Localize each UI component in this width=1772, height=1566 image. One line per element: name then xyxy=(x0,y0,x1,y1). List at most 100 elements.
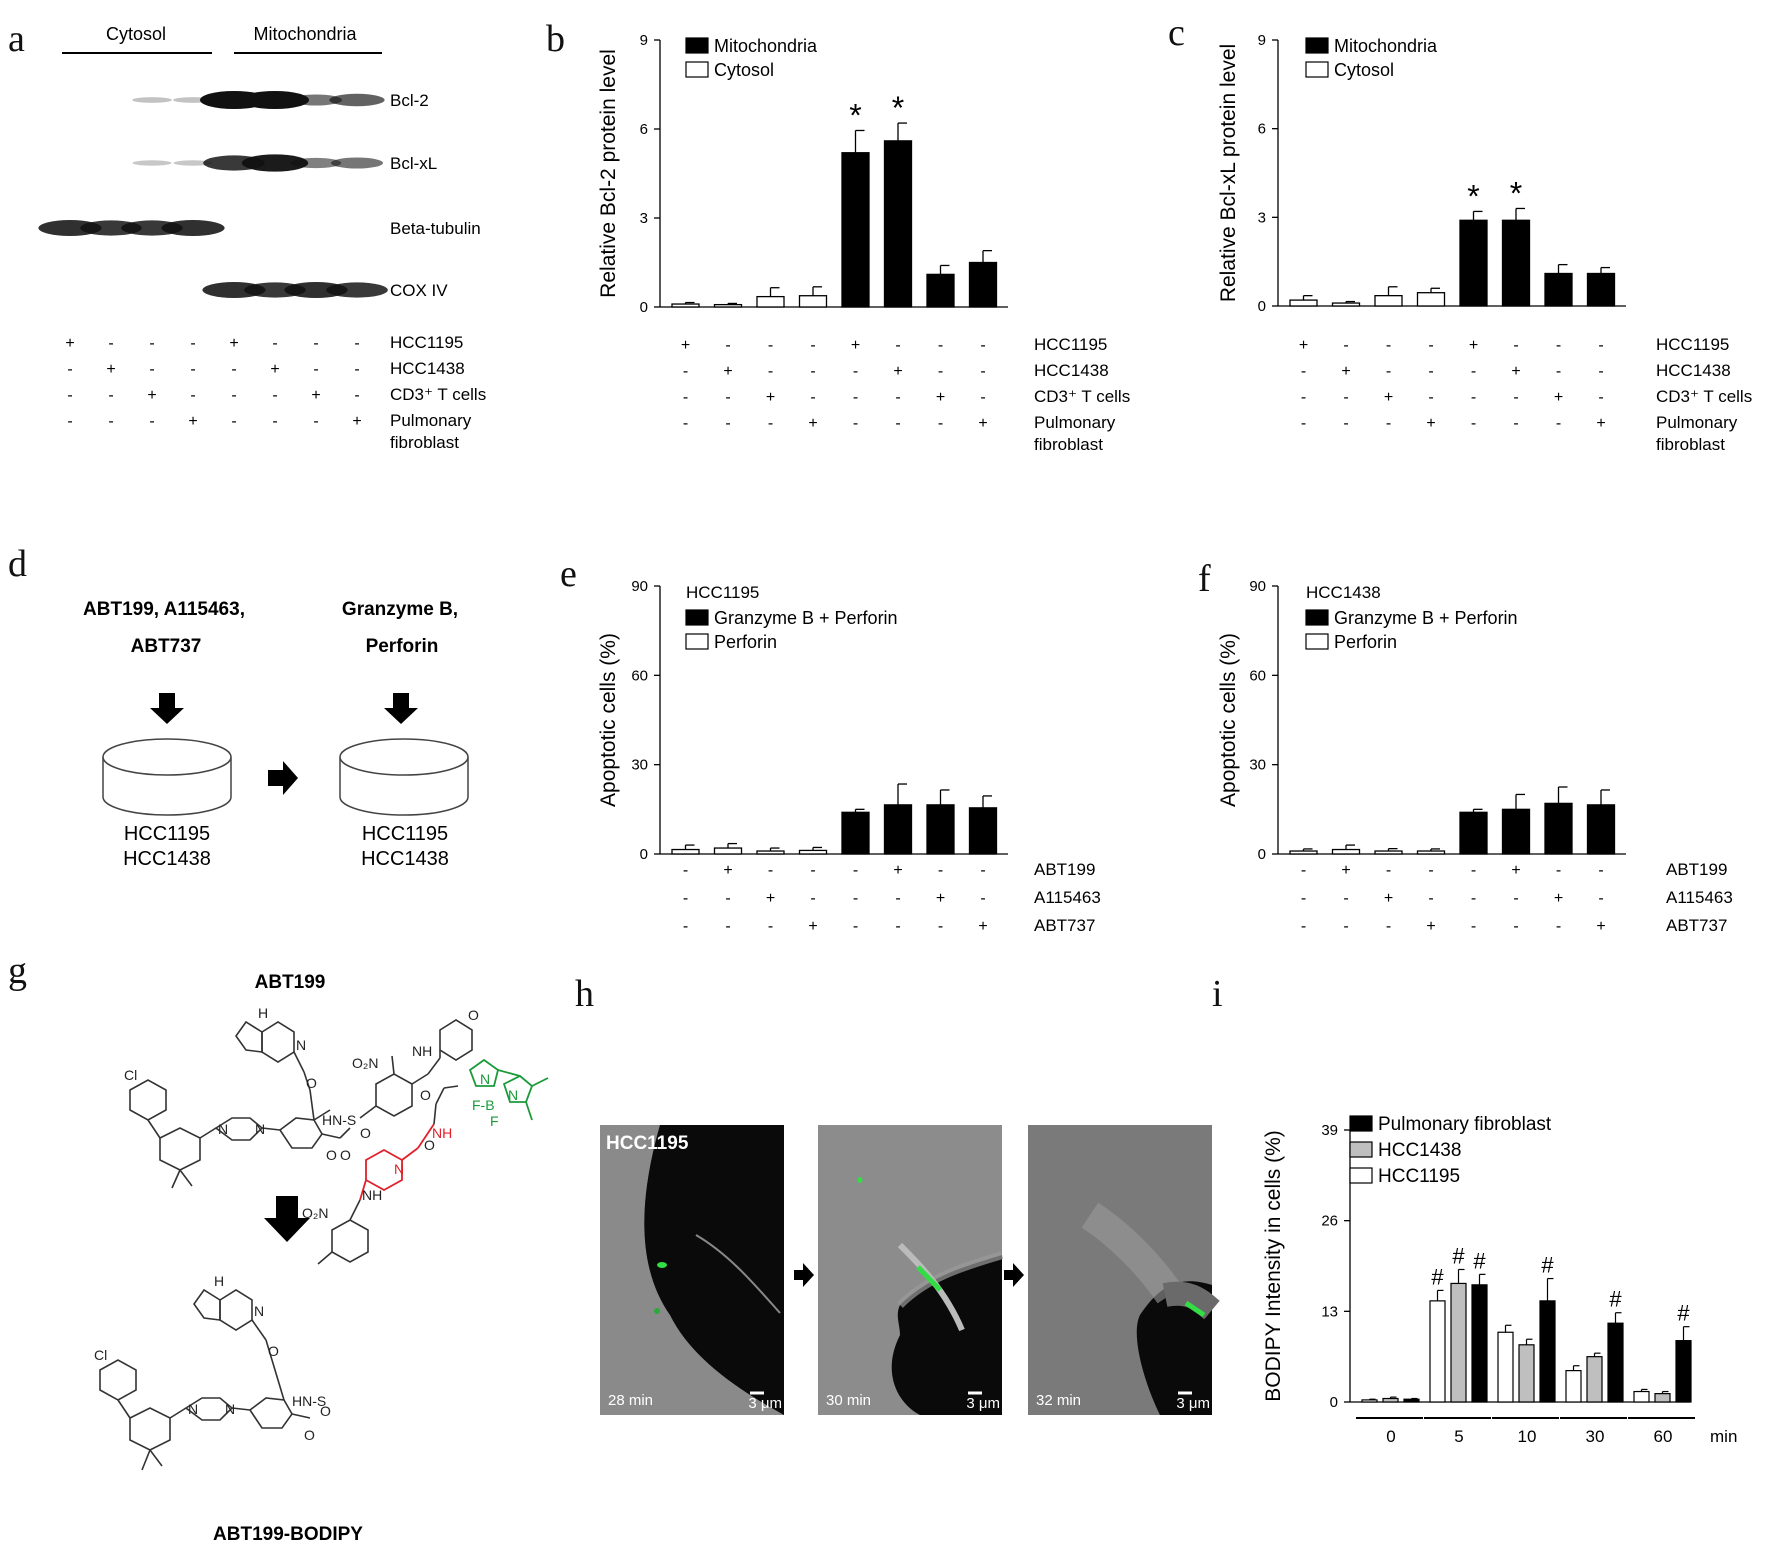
svg-text:HN-S: HN-S xyxy=(292,1393,326,1409)
bodipy-atom-labels: N F-B F N xyxy=(472,1071,518,1129)
condition-label: fibroblast xyxy=(390,433,459,452)
x-unit-label: min xyxy=(1710,1427,1737,1446)
enzyme-text-line2: Perforin xyxy=(366,636,439,657)
svg-text:N: N xyxy=(254,1303,264,1319)
bar xyxy=(798,295,828,308)
condition-sign: - xyxy=(1428,363,1433,380)
condition-sign: - xyxy=(895,918,900,935)
bar xyxy=(1331,848,1361,855)
treatment-schematic: ABT199, A115463, ABT737 Granzyme B, Perf… xyxy=(83,599,469,870)
svg-text:H: H xyxy=(258,1005,268,1021)
condition-sign: - xyxy=(725,918,730,935)
condition-sign: - xyxy=(354,335,359,352)
y-tick-label: 39 xyxy=(1321,1122,1338,1139)
bar xyxy=(1374,850,1403,855)
blot-labels: Bcl-2 Bcl-xL Beta-tubulin COX IV xyxy=(390,91,481,300)
condition-sign: - xyxy=(190,387,195,404)
legend-swatch xyxy=(1305,37,1329,54)
condition-sign: + xyxy=(1341,363,1350,380)
y-tick-label: 0 xyxy=(1330,1394,1338,1411)
y-tick-label: 60 xyxy=(1249,667,1266,684)
condition-sign: + xyxy=(106,361,115,378)
condition-sign: + xyxy=(1384,389,1393,406)
svg-text:O: O xyxy=(340,1147,351,1163)
legend-swatch xyxy=(1305,609,1329,626)
micro-frame-3: 32 min 3 μm xyxy=(1028,1125,1220,1415)
y-axis-label: Apoptotic cells (%) xyxy=(597,633,620,807)
condition-label: CD3⁺ T cells xyxy=(1656,387,1752,406)
bar xyxy=(671,303,700,308)
panel-label-b: b xyxy=(546,18,565,60)
blot-label: Bcl-xL xyxy=(390,154,437,173)
blot-band xyxy=(326,282,388,298)
condition-sign: - xyxy=(853,890,858,907)
condition-sign: - xyxy=(980,890,985,907)
bar xyxy=(1654,1393,1671,1403)
svg-text:NH: NH xyxy=(432,1125,452,1141)
condition-sign: + xyxy=(311,387,320,404)
condition-sign: - xyxy=(1513,389,1518,406)
condition-sign: + xyxy=(1596,415,1605,432)
x-tick-label: 30 xyxy=(1586,1427,1605,1446)
condition-sign: - xyxy=(272,413,277,430)
scale-label: 3 μm xyxy=(966,1395,1000,1412)
bar xyxy=(1544,802,1573,855)
bar xyxy=(1416,850,1446,855)
bar xyxy=(1539,1300,1556,1403)
condition-sign: + xyxy=(1426,918,1435,935)
condition-sign: - xyxy=(853,389,858,406)
chart-title: HCC1438 xyxy=(1306,583,1381,602)
y-tick-label: 13 xyxy=(1321,1303,1338,1320)
linker-red xyxy=(359,1123,435,1201)
culture-dish-icon xyxy=(102,738,232,816)
right-arrow-icon xyxy=(1004,1263,1024,1287)
condition-sign: - xyxy=(1598,389,1603,406)
svg-text:N: N xyxy=(508,1087,518,1103)
blot-band xyxy=(331,157,383,169)
legend-swatch xyxy=(685,61,709,78)
svg-text:O: O xyxy=(360,1125,371,1141)
linker-oxygen-label: O xyxy=(420,1087,431,1103)
drug-text-line1: ABT199, A115463, xyxy=(83,599,245,620)
chart-title: HCC1195 xyxy=(686,583,759,602)
bar xyxy=(841,152,870,308)
svg-text:N: N xyxy=(225,1401,235,1417)
condition-sign: + xyxy=(65,335,74,352)
blot-band xyxy=(132,160,172,166)
condition-label: Pulmonary xyxy=(1034,413,1116,432)
bar xyxy=(1586,804,1616,855)
condition-sign: - xyxy=(725,337,730,354)
condition-sign: + xyxy=(681,337,690,354)
condition-sign: - xyxy=(768,862,773,879)
condition-sign: + xyxy=(723,862,732,879)
blot-band xyxy=(290,94,342,106)
legend-label: Granzyme B + Perforin xyxy=(1334,608,1518,628)
condition-sign: + xyxy=(147,387,156,404)
blot-band xyxy=(132,97,172,103)
bar xyxy=(1403,1398,1420,1403)
condition-sign: - xyxy=(683,415,688,432)
abt199-bodipy-atom-labels: Cl N N H O N O₂N NH HN-S O O O xyxy=(94,1137,435,1443)
bar xyxy=(1289,299,1318,307)
condition-sign: - xyxy=(938,415,943,432)
bar xyxy=(1633,1390,1650,1403)
y-tick-label: 6 xyxy=(1258,121,1266,138)
condition-sign: + xyxy=(1341,862,1350,879)
condition-label: A115463 xyxy=(1034,888,1101,907)
x-tick-label: 10 xyxy=(1518,1427,1537,1446)
condition-sign: - xyxy=(1471,389,1476,406)
condition-sign: - xyxy=(683,363,688,380)
condition-sign: - xyxy=(108,413,113,430)
dish-label: HCC1195 xyxy=(124,823,210,845)
y-tick-label: 30 xyxy=(631,757,648,774)
chemical-structures: ABT199 Cl N N H xyxy=(94,972,549,1545)
svg-text:N: N xyxy=(188,1401,198,1417)
condition-sign: - xyxy=(980,862,985,879)
down-arrow-icon xyxy=(264,1196,310,1242)
significance-mark: * xyxy=(849,97,861,133)
legend-label: Mitochondria xyxy=(1334,36,1438,56)
structure-title: ABT199 xyxy=(255,972,326,993)
blot-band xyxy=(290,157,342,169)
bar xyxy=(1374,295,1403,307)
svg-text:O: O xyxy=(268,1343,279,1359)
